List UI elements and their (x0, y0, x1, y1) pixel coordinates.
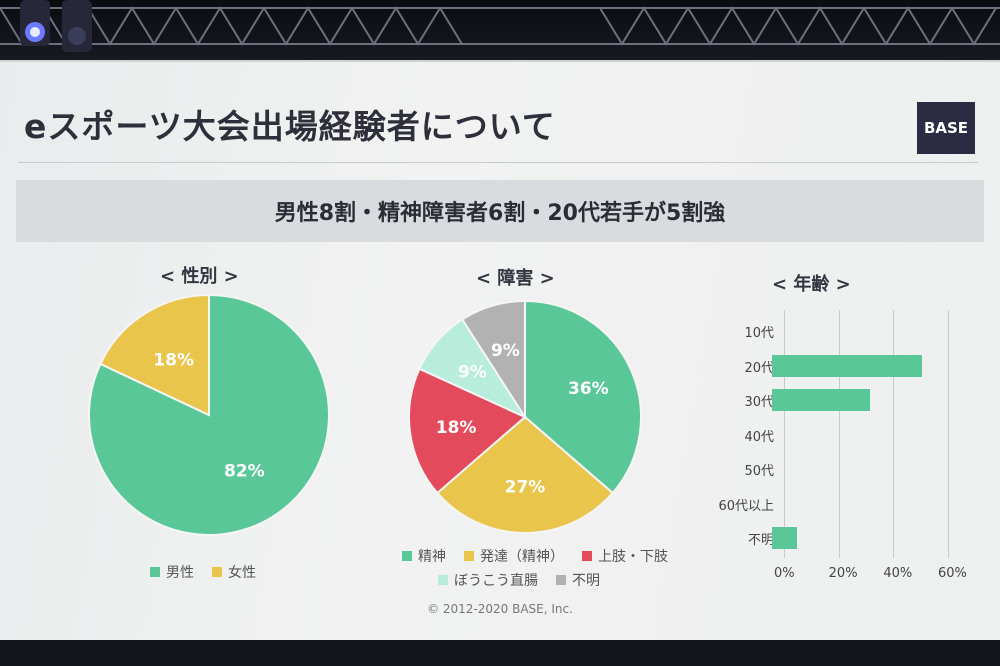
age-category-label: 10代 (744, 326, 774, 341)
age-tick-label: 60% (938, 565, 967, 581)
legend-item-bladder-rectum: ぼうこう直腸 (438, 570, 538, 590)
age-category-label: 60代以上 (718, 498, 774, 514)
legend-label: 不明 (572, 573, 600, 589)
legend-label: 女性 (228, 565, 256, 581)
stage-lights (20, 0, 92, 52)
summary-banner: 男性8割・精神障害者6割・20代若手が5割強 (16, 180, 984, 242)
gender-pie-slice (88, 293, 330, 536)
legend-label: 男性 (166, 565, 194, 581)
legend-item-female: 女性 (212, 562, 256, 582)
legend-label: 精神 (418, 549, 446, 565)
legend-swatch (402, 551, 412, 561)
legend-swatch (464, 551, 474, 561)
legend-label: 発達（精神） (480, 549, 564, 565)
disability-chart-title: < 障害 > (476, 268, 555, 289)
disability-pie-slice (524, 299, 642, 495)
gender-pie-data-label: 82% (224, 462, 265, 482)
age-tick-label: 40% (883, 565, 913, 581)
age-bar (772, 354, 923, 377)
disability-pie-slice (435, 415, 615, 534)
disability-pie-data-label: 9% (458, 362, 487, 382)
age-category-label: 40代 (744, 429, 774, 445)
disability-pie-slice (460, 299, 526, 421)
age-gridline (838, 310, 840, 558)
disability-pie-data-label: 9% (491, 341, 520, 361)
base-logo: BASE (917, 102, 975, 154)
gender-pie-slice (99, 293, 210, 417)
age-gridline (784, 310, 785, 558)
legend-item-male: 男性 (150, 562, 194, 582)
title-divider (18, 162, 978, 163)
disability-legend-row2: ぼうこう直腸 不明 (438, 570, 600, 590)
legend-item-developmental: 発達（精神） (464, 546, 564, 566)
gender-chart-title: < 性別 > (160, 266, 239, 287)
age-category-label: 不明 (747, 533, 774, 548)
age-bar (772, 527, 797, 549)
legend-swatch (150, 567, 160, 577)
slide-title: eスポーツ大会出場経験者について (24, 107, 556, 146)
legend-swatch (438, 575, 448, 585)
gender-pie-data-label: 18% (153, 350, 194, 370)
legend-swatch (556, 575, 566, 585)
disability-legend-row1: 精神 発達（精神） 上肢・下肢 (402, 546, 668, 566)
disability-pie-data-label: 36% (568, 379, 609, 399)
age-category-label: 30代 (744, 395, 774, 410)
age-gridline (948, 310, 949, 558)
legend-swatch (212, 567, 222, 577)
gender-legend: 男性 女性 (150, 562, 256, 582)
age-chart-title: < 年齢 > (772, 274, 851, 295)
legend-swatch (582, 551, 592, 561)
age-tick-label: 20% (828, 565, 858, 581)
legend-label: 上肢・下肢 (598, 549, 668, 565)
legend-item-mental: 精神 (402, 546, 446, 566)
disability-pie-data-label: 18% (436, 418, 477, 438)
disability-pie-data-label: 27% (505, 478, 546, 498)
age-category-label: 50代 (744, 464, 774, 479)
age-gridline (893, 310, 895, 558)
age-category-label: 20代 (744, 360, 774, 376)
legend-item-limbs: 上肢・下肢 (582, 546, 668, 566)
legend-label: ぼうこう直腸 (454, 573, 538, 589)
age-tick-label: 0% (774, 565, 795, 581)
summary-text: 男性8割・精神障害者6割・20代若手が5割強 (274, 201, 726, 226)
presentation-slide: eスポーツ大会出場経験者について BASE 男性8割・精神障害者6割・20代若手… (0, 60, 1000, 640)
age-bar (772, 389, 871, 411)
pie-charts: 82% 18% 36% 27% 18% 9%9% (88, 293, 642, 536)
disability-pie-slice (408, 367, 527, 495)
legend-item-unknown: 不明 (556, 570, 600, 590)
copyright: © 2012-2020 BASE, Inc. (427, 602, 573, 616)
